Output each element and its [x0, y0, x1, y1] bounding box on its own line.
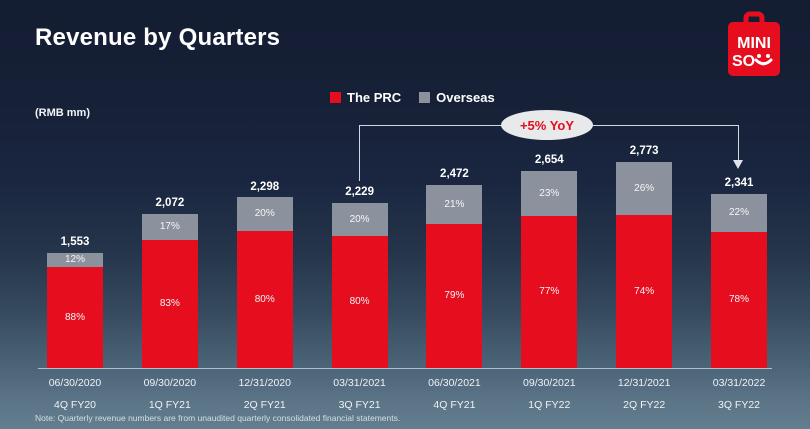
prc-pct-label: 80% [254, 293, 275, 305]
bar-segment-overseas: 23% [521, 171, 578, 216]
bar-segment-overseas: 21% [426, 185, 483, 224]
prc-pct-label: 88% [64, 311, 85, 323]
bar-stack: 22% 78% [711, 194, 768, 368]
prc-pct-label: 80% [349, 296, 370, 307]
unit-label: (RMB mm) [35, 107, 90, 119]
bar-segment-prc: 88% [47, 267, 103, 368]
x-axis-quarter-label: 4Q FY20 [53, 399, 97, 411]
x-axis-quarter-label: 3Q FY22 [718, 399, 761, 411]
x-axis-quarter-label: 2Q FY21 [243, 399, 286, 411]
x-axis-date-label: 06/30/2020 [48, 377, 102, 389]
x-axis-date-label: 09/30/2021 [523, 377, 576, 389]
x-axis-date-label: 03/31/2021 [333, 377, 386, 389]
prc-pct-label: 77% [539, 286, 560, 297]
bar-total-label: 2,654 [534, 154, 564, 167]
x-axis-quarter-label: 1Q FY21 [148, 399, 191, 411]
bar-segment-prc: 77% [521, 216, 578, 368]
bar-total-label: 2,298 [250, 180, 280, 193]
bar-stack: 26% 74% [616, 162, 673, 368]
bar-total-label: 2,773 [629, 145, 659, 158]
logo-line2: SO [732, 53, 755, 70]
bar-total-label: 1,553 [60, 235, 90, 248]
x-axis-date-label: 09/30/2020 [143, 377, 197, 389]
logo-line1: MINI [737, 35, 771, 52]
overseas-pct-label: 23% [539, 187, 560, 199]
overseas-pct-label: 26% [634, 182, 655, 194]
overseas-pct-label: 20% [254, 208, 275, 219]
bar-segment-prc: 80% [331, 236, 388, 368]
bar-stack: 20% 80% [331, 203, 388, 368]
bar-segment-overseas: 22% [711, 194, 768, 232]
bar-total-label: 2,072 [155, 197, 185, 210]
bar-stack: 12% 88% [47, 253, 103, 368]
x-axis-quarter-label: 4Q FY21 [433, 399, 476, 411]
x-axis-date-label: 12/31/2020 [238, 377, 291, 389]
x-axis-date-label: 06/30/2021 [428, 377, 481, 389]
bar-total-label: 2,472 [440, 167, 469, 180]
bar-segment-overseas: 20% [236, 197, 293, 231]
x-axis-quarter-label: 1Q FY22 [528, 399, 571, 411]
bar-total-label: 2,341 [724, 177, 754, 190]
x-axis-line [38, 368, 772, 369]
overseas-pct-label: 17% [159, 221, 180, 232]
footnote: Note: Quarterly revenue numbers are from… [35, 413, 401, 423]
bar-total-label: 2,229 [345, 185, 374, 198]
x-axis-date-label: 12/31/2021 [617, 377, 671, 389]
overseas-pct-label: 20% [349, 213, 370, 225]
bar-segment-prc: 80% [236, 231, 293, 368]
page-title: Revenue by Quarters [35, 24, 281, 51]
yoy-bracket-left [359, 125, 360, 181]
bar-segment-prc: 78% [711, 232, 768, 368]
miniso-logo: MINI SO [722, 8, 786, 78]
legend-label-prc: The PRC [347, 90, 402, 105]
legend-label-overseas: Overseas [436, 90, 495, 105]
bar-stack: 17% 83% [141, 214, 198, 368]
chart-legend: The PRC Overseas [330, 90, 495, 105]
overseas-pct-label: 22% [729, 207, 750, 218]
yoy-annotation-badge: +5% YoY [501, 110, 593, 140]
bar-segment-prc: 74% [616, 215, 673, 368]
bar-segment-overseas: 20% [331, 203, 388, 236]
legend-item-prc: The PRC [330, 90, 401, 105]
bar-segment-prc: 83% [141, 240, 198, 368]
down-arrow-icon [733, 160, 743, 169]
bar-stack: 20% 80% [236, 197, 293, 368]
overseas-pct-label: 21% [444, 198, 465, 210]
miniso-bag-icon: MINI SO [728, 11, 780, 76]
x-axis-date-label: 03/31/2022 [712, 377, 766, 389]
prc-pct-label: 78% [729, 294, 750, 305]
prc-pct-label: 74% [634, 285, 655, 297]
x-axis-quarter-label: 2Q FY22 [623, 399, 666, 411]
overseas-pct-label: 12% [64, 254, 85, 265]
bar-segment-overseas: 17% [141, 214, 198, 240]
bar-segment-overseas: 26% [616, 162, 673, 215]
bar-stack: 23% 77% [521, 171, 578, 368]
legend-swatch-prc-icon [330, 92, 341, 103]
legend-swatch-overseas-icon [419, 92, 431, 103]
prc-pct-label: 83% [159, 298, 180, 309]
bar-segment-overseas: 12% [47, 253, 103, 267]
yoy-bracket-right [738, 125, 739, 161]
bar-stack: 21% 79% [426, 185, 483, 368]
logo-smile-icon [754, 58, 773, 66]
legend-item-overseas: Overseas [419, 90, 495, 105]
x-axis-quarter-label: 3Q FY21 [338, 399, 381, 411]
bar-segment-prc: 79% [426, 224, 483, 368]
prc-pct-label: 79% [444, 290, 465, 301]
